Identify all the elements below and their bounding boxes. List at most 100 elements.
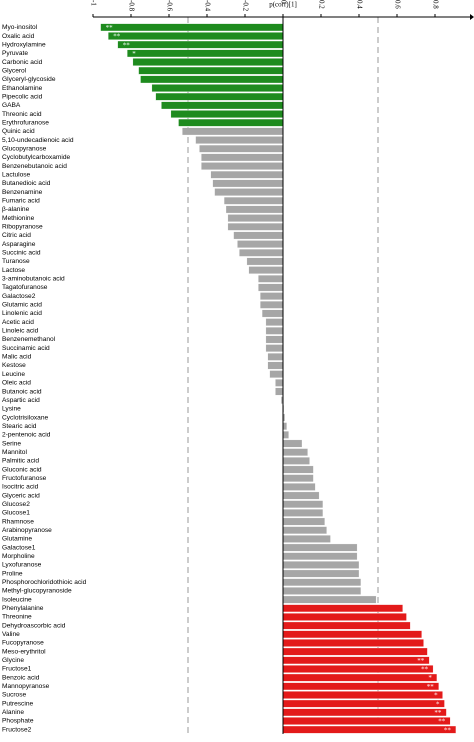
category-label: Mannitol (2, 449, 27, 456)
category-label: Glyceric acid (2, 492, 40, 499)
bar (282, 561, 360, 569)
significance-marker: ** (421, 666, 429, 674)
bar (282, 708, 447, 717)
bar (282, 474, 314, 483)
category-label: Mannopyranose (2, 683, 50, 690)
bar (282, 552, 358, 561)
category-label: Glycerol (2, 67, 27, 74)
category-label: Carbonic acid (2, 59, 43, 66)
bar (282, 517, 325, 526)
category-label: Putrescine (2, 700, 33, 707)
category-label: Glyceryl-glycoside (2, 76, 56, 83)
bar (132, 58, 284, 66)
bar (201, 153, 284, 162)
bar (267, 353, 284, 361)
bar (261, 309, 284, 318)
category-label: Dehydroascorbic acid (2, 622, 66, 629)
significance-marker: * (428, 674, 432, 682)
category-label: Asparagine (2, 241, 36, 248)
bar (210, 170, 284, 179)
category-label: Fucopyranose (2, 640, 44, 647)
category-label: Ribopyranose (2, 224, 43, 231)
x-tick-label: -0.6 (165, 0, 173, 12)
category-label: Methyl-glucopyranoside (2, 588, 72, 595)
bar (223, 196, 284, 205)
x-tick-label: 0.6 (393, 0, 401, 9)
bar (237, 240, 284, 248)
category-label: Linoleic acid (2, 328, 39, 335)
category-label: Citric acid (2, 232, 31, 239)
bar (246, 257, 284, 266)
category-label: Galactose1 (2, 544, 36, 551)
bar (282, 569, 360, 578)
bar (282, 665, 434, 673)
category-label: Methionine (2, 215, 35, 222)
bar (117, 40, 284, 49)
bar (265, 318, 284, 326)
bar (265, 327, 284, 335)
category-label: Benzenemethanol (2, 336, 56, 343)
category-label: Tagatofuranose (2, 284, 48, 291)
bar (282, 465, 314, 474)
category-label: Ethanolamine (2, 85, 43, 92)
bar (282, 621, 411, 630)
category-label: Glucopyranose (2, 145, 47, 152)
category-label: Valine (2, 631, 20, 638)
x-axis-label: p(corr)[1] (269, 1, 297, 9)
category-label: Benzoic acid (2, 674, 40, 681)
category-label: Fructose2 (2, 726, 32, 733)
bar (282, 509, 324, 517)
category-label: Glucose2 (2, 501, 30, 508)
bar (214, 188, 284, 196)
category-label: 2-pentenoic acid (2, 432, 51, 439)
bar (282, 500, 324, 509)
bar (127, 49, 284, 58)
category-label: Malic acid (2, 354, 32, 361)
category-label: Morpholine (2, 553, 35, 560)
category-label: Quinic acid (2, 128, 35, 135)
bar (227, 222, 284, 231)
category-label: Fumaric acid (2, 198, 40, 205)
category-label: Acetic acid (2, 319, 34, 326)
category-label: Proline (2, 570, 23, 577)
category-label: Palmitic acid (2, 458, 39, 465)
category-label: Lyxofuranose (2, 562, 42, 569)
category-label: Oleic acid (2, 380, 31, 387)
significance-marker: ** (438, 718, 446, 726)
bar (199, 144, 284, 153)
category-label: Cyclobutylcarboxamide (2, 154, 70, 161)
category-label: Lactulose (2, 171, 31, 178)
x-tick-label: 0.8 (431, 0, 439, 9)
significance-marker: ** (417, 657, 425, 665)
bar (201, 162, 284, 170)
bar (282, 578, 362, 587)
category-label: 5,10-undecadienoic acid (2, 137, 74, 144)
category-label: GABA (2, 102, 21, 109)
x-tick-label: 0.2 (317, 0, 325, 9)
category-label: Glycine (2, 657, 24, 664)
category-label: Rhamnose (2, 518, 34, 525)
category-label: Linolenic acid (2, 310, 42, 317)
category-label: Phenylalanine (2, 605, 44, 612)
category-label: Threonic acid (2, 111, 42, 118)
bar (260, 292, 284, 300)
bar (170, 110, 284, 118)
x-tick-label: -0.2 (241, 0, 249, 12)
bar (282, 613, 407, 621)
category-label: Galactose2 (2, 293, 36, 300)
category-label: Meso-erythritol (2, 648, 46, 655)
bar (195, 136, 284, 144)
category-label: Myo-inositol (2, 24, 38, 31)
category-label: Succinamic acid (2, 345, 50, 352)
bar (282, 673, 438, 682)
bar (161, 101, 284, 110)
bar (151, 84, 284, 92)
category-label: Butanedioic acid (2, 180, 51, 187)
bar (282, 422, 287, 430)
significance-marker: * (436, 700, 440, 708)
bar (282, 717, 451, 725)
bar (282, 483, 316, 491)
significance-marker: ** (427, 683, 435, 691)
category-label: Isocitric acid (2, 484, 39, 491)
category-label: Arabinopyranose (2, 527, 52, 534)
